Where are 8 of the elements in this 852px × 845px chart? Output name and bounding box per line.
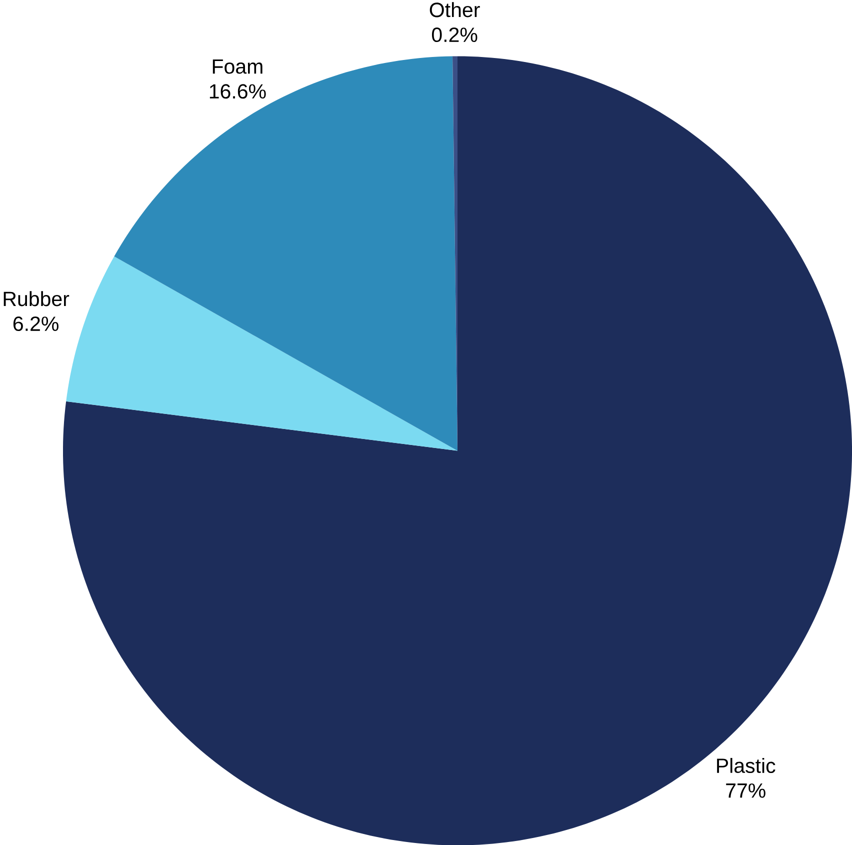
slice-label: Foam (212, 59, 262, 74)
slice-label: Rubber (4, 290, 70, 306)
data-label: 6.2% (13, 316, 58, 331)
data-label: 77% (726, 783, 766, 798)
slice-label: Plastic (717, 758, 776, 773)
data-label: 0.2% (432, 27, 478, 42)
data-label: 16.6% (210, 84, 266, 98)
slice-label: Other (430, 2, 480, 18)
